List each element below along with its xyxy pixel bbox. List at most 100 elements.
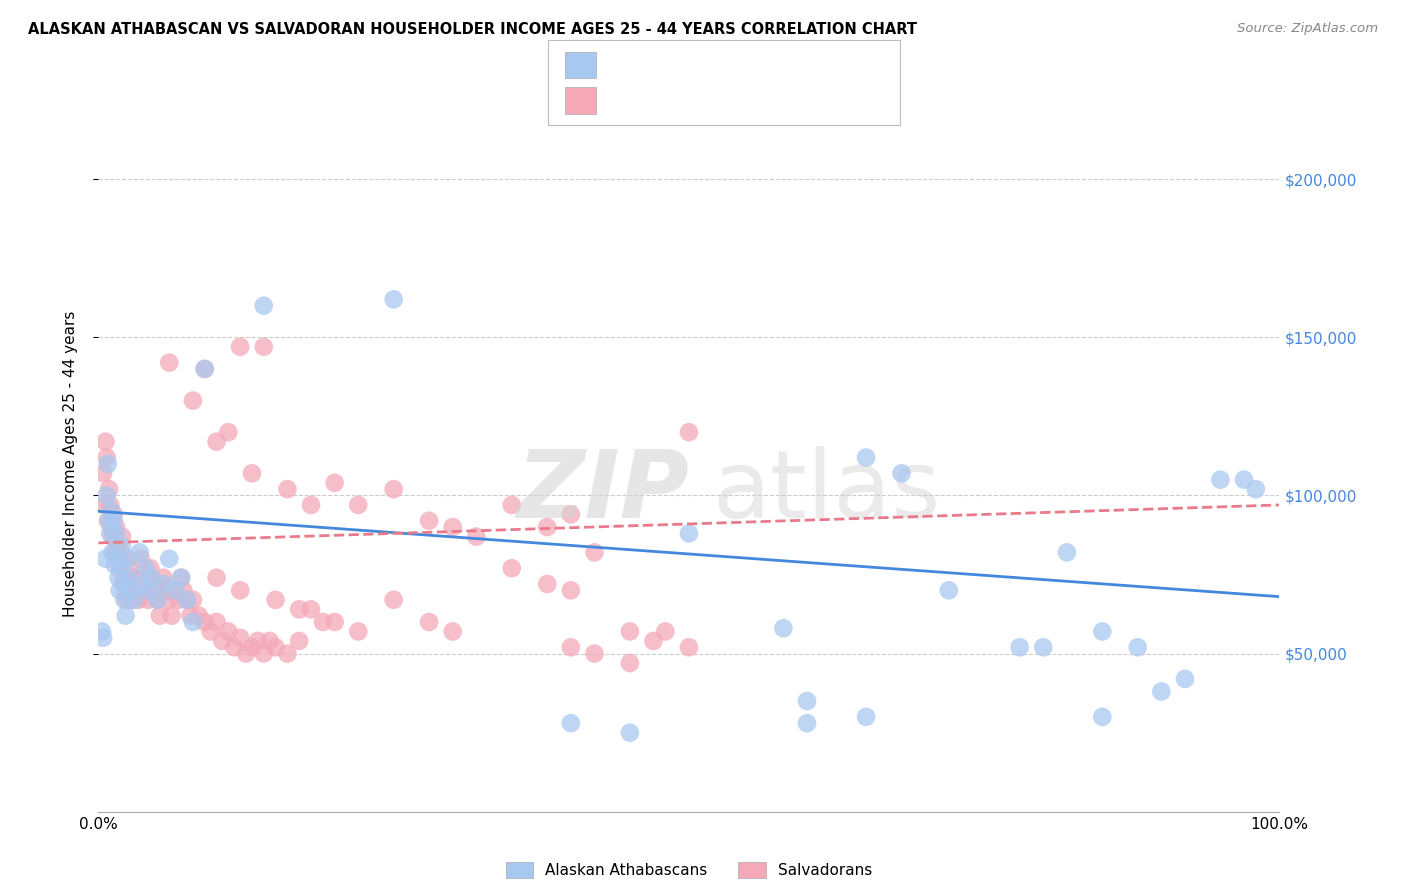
- Point: [91, 624, 114, 639]
- Point: [441, 624, 464, 639]
- Point: [118, 571, 141, 585]
- Point: [194, 362, 217, 376]
- Point: [181, 393, 204, 408]
- Text: 127: 127: [744, 94, 778, 108]
- Point: [105, 526, 128, 541]
- Point: [104, 558, 127, 572]
- Point: [160, 608, 183, 623]
- Point: [96, 488, 118, 502]
- Point: [156, 583, 179, 598]
- Point: [1233, 473, 1256, 487]
- Point: [157, 592, 180, 607]
- Point: [112, 592, 135, 607]
- Point: [678, 640, 700, 655]
- Point: [194, 615, 217, 629]
- Point: [205, 434, 228, 449]
- Point: [94, 434, 117, 449]
- Point: [583, 545, 606, 559]
- Point: [229, 583, 252, 598]
- Point: [465, 530, 488, 544]
- Point: [101, 545, 124, 559]
- Point: [312, 615, 335, 629]
- Point: [205, 615, 228, 629]
- Point: [211, 634, 233, 648]
- Point: [125, 583, 148, 598]
- Point: [347, 624, 370, 639]
- Point: [139, 561, 162, 575]
- Legend: Alaskan Athabascans, Salvadorans: Alaskan Athabascans, Salvadorans: [499, 856, 879, 884]
- Point: [181, 592, 204, 607]
- Point: [560, 508, 582, 522]
- Point: [149, 608, 172, 623]
- Point: [217, 425, 239, 440]
- Point: [152, 571, 174, 585]
- Point: [108, 561, 131, 575]
- Point: [240, 640, 263, 655]
- Point: [112, 551, 135, 566]
- Point: [1091, 624, 1114, 639]
- Point: [136, 583, 159, 598]
- Point: [96, 450, 118, 465]
- Point: [1174, 672, 1197, 686]
- Point: [143, 583, 166, 598]
- Point: [135, 583, 157, 598]
- Point: [654, 624, 676, 639]
- Point: [619, 725, 641, 739]
- Point: [536, 520, 558, 534]
- Point: [97, 457, 120, 471]
- Text: ZIP: ZIP: [516, 446, 689, 538]
- Point: [165, 583, 187, 598]
- Point: [1091, 710, 1114, 724]
- Point: [101, 530, 124, 544]
- Point: [157, 551, 180, 566]
- Point: [172, 583, 194, 598]
- Point: [187, 608, 209, 623]
- Point: [180, 608, 202, 623]
- Y-axis label: Householder Income Ages 25 - 44 years: Householder Income Ages 25 - 44 years: [63, 310, 77, 617]
- Point: [1150, 684, 1173, 698]
- Point: [121, 583, 143, 598]
- Point: [276, 647, 298, 661]
- Point: [217, 624, 239, 639]
- Point: [264, 592, 287, 607]
- Point: [111, 530, 134, 544]
- Point: [643, 634, 665, 648]
- Point: [142, 577, 165, 591]
- Point: [259, 634, 281, 648]
- Point: [253, 647, 276, 661]
- Point: [128, 592, 150, 607]
- Point: [678, 425, 700, 440]
- Point: [418, 514, 440, 528]
- Text: ALASKAN ATHABASCAN VS SALVADORAN HOUSEHOLDER INCOME AGES 25 - 44 YEARS CORRELATI: ALASKAN ATHABASCAN VS SALVADORAN HOUSEHO…: [28, 22, 917, 37]
- Point: [264, 640, 287, 655]
- Point: [194, 362, 217, 376]
- Point: [122, 592, 145, 607]
- Point: [170, 571, 193, 585]
- Text: R =: R =: [610, 58, 645, 72]
- Point: [135, 561, 157, 575]
- Point: [115, 592, 138, 607]
- Point: [98, 482, 121, 496]
- Point: [382, 293, 405, 307]
- Point: [560, 583, 582, 598]
- Point: [205, 571, 228, 585]
- Point: [772, 621, 794, 635]
- Text: atlas: atlas: [713, 446, 941, 538]
- Point: [103, 508, 125, 522]
- Point: [117, 561, 139, 575]
- Point: [938, 583, 960, 598]
- Point: [170, 571, 193, 585]
- Point: [100, 520, 122, 534]
- Point: [103, 514, 125, 528]
- Point: [288, 602, 311, 616]
- Point: [118, 577, 141, 591]
- Point: [165, 583, 187, 598]
- Point: [382, 592, 405, 607]
- Point: [299, 498, 322, 512]
- Point: [112, 577, 135, 591]
- Point: [132, 577, 155, 591]
- Point: [112, 571, 135, 585]
- Point: [104, 545, 127, 559]
- Point: [619, 656, 641, 670]
- Point: [501, 498, 523, 512]
